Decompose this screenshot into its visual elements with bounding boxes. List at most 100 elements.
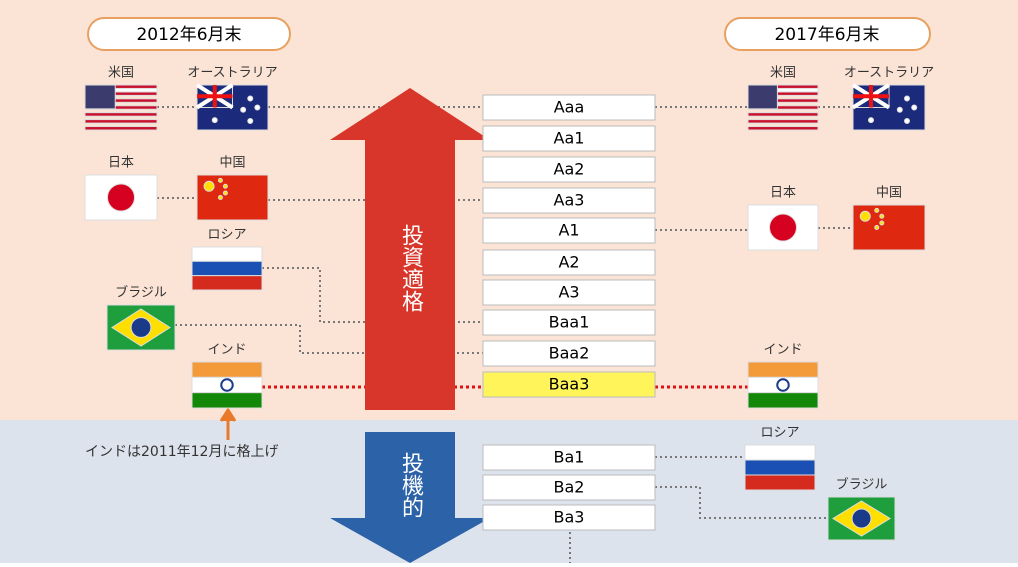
flag-part [247, 118, 254, 124]
flag [747, 84, 819, 131]
country-label: ブラジル [836, 477, 888, 493]
rating-label: Aa3 [554, 191, 585, 210]
flag-part [203, 180, 215, 192]
flag-part [776, 378, 790, 392]
country-label: インド [207, 343, 246, 358]
header-right: 2017年6月末 [774, 25, 879, 45]
flag-part [911, 104, 918, 111]
rating-box [482, 279, 656, 306]
flag-part [191, 361, 263, 378]
rating-label: Ba2 [554, 478, 585, 497]
country-label: 日本 [770, 186, 796, 201]
rating-label: A1 [558, 221, 579, 240]
rating-box [482, 340, 656, 367]
rating-label: Ba3 [554, 508, 585, 527]
flag-part [191, 260, 263, 277]
country-label: オーストラリア [844, 66, 934, 81]
header-pill [724, 17, 931, 51]
rating-label: Aa1 [554, 129, 585, 148]
flag [195, 83, 269, 131]
country-label: 中国 [219, 156, 245, 171]
country-label: 中国 [876, 186, 902, 201]
flag-part [747, 84, 778, 110]
rating-label: Aaa [554, 98, 585, 117]
arrow-label: 投資適格 [398, 224, 424, 312]
country-label: 米国 [108, 66, 134, 81]
flag-part [874, 207, 880, 213]
flag-part [904, 118, 910, 124]
flag-part [130, 317, 152, 338]
flag-part [851, 508, 872, 529]
flag-part [896, 106, 903, 113]
flag-part [254, 104, 261, 111]
rating-label: Ba1 [554, 448, 585, 467]
rating-box [482, 125, 656, 152]
connectors [157, 106, 853, 563]
country-label: ロシア [207, 228, 246, 243]
flag-part [879, 213, 885, 219]
country-label: 日本 [108, 156, 134, 171]
flag-part [197, 85, 233, 108]
rating-label: A3 [558, 283, 579, 302]
flag [191, 361, 263, 409]
flag [84, 174, 158, 221]
flag-part [744, 474, 816, 491]
flag-part [247, 95, 254, 102]
rating-box [482, 187, 656, 214]
rating-box [482, 94, 656, 121]
flag-part [222, 183, 228, 189]
flag-part [191, 246, 263, 262]
flag [747, 204, 819, 251]
flag-part [84, 119, 158, 124]
flag-part [191, 392, 263, 409]
flag-part [222, 190, 228, 196]
flag [852, 204, 926, 251]
flag-part [84, 112, 158, 117]
rating-box [482, 504, 656, 531]
rating-box [482, 156, 656, 183]
flag-part [217, 177, 223, 183]
flag-part [747, 126, 819, 131]
flag [744, 444, 816, 491]
flag-part [879, 220, 885, 226]
flag [196, 174, 269, 221]
flag-part [747, 119, 819, 124]
flag-part [211, 117, 218, 124]
flag-part [859, 210, 871, 222]
flag-part [107, 183, 135, 212]
rating-label: Baa3 [549, 375, 590, 394]
down-arrow [330, 432, 490, 563]
flag-part [904, 95, 910, 102]
flag [191, 246, 263, 291]
rating-box [482, 249, 656, 276]
country-label: ブラジル [115, 285, 167, 301]
country-label: オーストラリア [187, 66, 277, 81]
flag-part [747, 361, 819, 378]
flag-part [874, 225, 880, 230]
rating-label: Baa2 [549, 344, 590, 363]
flag [106, 304, 176, 351]
flag-part [84, 84, 116, 110]
rating-label: Aa2 [554, 160, 585, 179]
header-left: 2012年6月末 [136, 25, 241, 45]
flag-part [84, 126, 158, 131]
rating-box [482, 217, 656, 244]
annotation: インドは2011年12月に格上げ [85, 444, 278, 460]
country-label: 米国 [770, 66, 796, 81]
up-arrow [330, 88, 490, 410]
flag-part [747, 392, 819, 409]
rating-box [482, 371, 656, 398]
rating-box [482, 444, 656, 471]
flag-part [744, 459, 816, 476]
rating-label: A2 [558, 253, 579, 272]
flag-part [868, 117, 874, 124]
rating-label: Baa1 [549, 313, 590, 332]
flag [84, 84, 158, 131]
annotation-arrow [219, 407, 237, 440]
flag [851, 83, 926, 131]
rating-box [482, 309, 656, 336]
flag-part [220, 378, 234, 392]
flag [747, 361, 819, 409]
flag-part [744, 444, 816, 461]
